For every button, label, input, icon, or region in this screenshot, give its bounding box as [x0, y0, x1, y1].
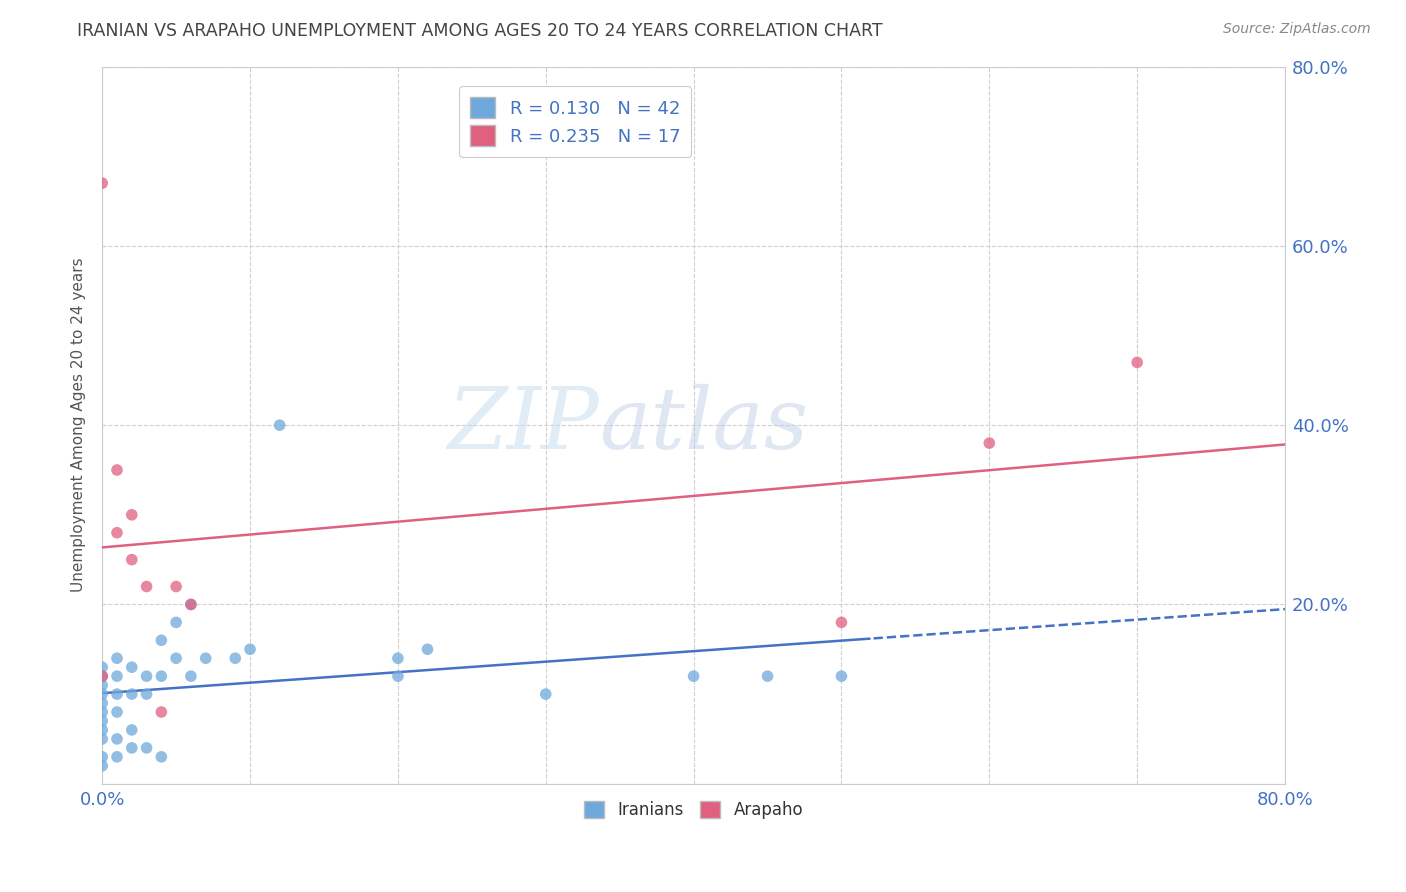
- Point: [121, 552, 143, 566]
- Point: [165, 651, 187, 665]
- Point: [121, 508, 143, 522]
- Point: [105, 687, 128, 701]
- Point: [239, 642, 262, 657]
- Point: [105, 749, 128, 764]
- Point: [150, 749, 173, 764]
- Point: [165, 580, 187, 594]
- Point: [387, 669, 409, 683]
- Point: [387, 651, 409, 665]
- Y-axis label: Unemployment Among Ages 20 to 24 years: Unemployment Among Ages 20 to 24 years: [72, 258, 86, 592]
- Point: [91, 669, 114, 683]
- Point: [91, 176, 114, 190]
- Point: [135, 669, 157, 683]
- Point: [165, 615, 187, 630]
- Point: [979, 436, 1001, 450]
- Point: [105, 463, 128, 477]
- Point: [105, 731, 128, 746]
- Text: IRANIAN VS ARAPAHO UNEMPLOYMENT AMONG AGES 20 TO 24 YEARS CORRELATION CHART: IRANIAN VS ARAPAHO UNEMPLOYMENT AMONG AG…: [77, 22, 883, 40]
- Point: [105, 525, 128, 540]
- Point: [830, 669, 852, 683]
- Point: [180, 598, 202, 612]
- Point: [121, 740, 143, 755]
- Point: [150, 669, 173, 683]
- Point: [121, 723, 143, 737]
- Point: [91, 705, 114, 719]
- Point: [91, 731, 114, 746]
- Point: [194, 651, 217, 665]
- Point: [121, 687, 143, 701]
- Point: [91, 759, 114, 773]
- Point: [682, 669, 704, 683]
- Point: [91, 669, 114, 683]
- Point: [756, 669, 779, 683]
- Point: [269, 418, 291, 433]
- Point: [416, 642, 439, 657]
- Text: Source: ZipAtlas.com: Source: ZipAtlas.com: [1223, 22, 1371, 37]
- Point: [180, 669, 202, 683]
- Point: [830, 615, 852, 630]
- Point: [150, 633, 173, 648]
- Point: [105, 669, 128, 683]
- Text: atlas: atlas: [599, 384, 808, 467]
- Point: [135, 740, 157, 755]
- Point: [105, 651, 128, 665]
- Point: [91, 714, 114, 728]
- Point: [180, 598, 202, 612]
- Point: [121, 660, 143, 674]
- Point: [135, 687, 157, 701]
- Point: [224, 651, 246, 665]
- Point: [91, 723, 114, 737]
- Text: ZIP: ZIP: [447, 384, 599, 467]
- Point: [105, 705, 128, 719]
- Point: [91, 687, 114, 701]
- Legend: Iranians, Arapaho: Iranians, Arapaho: [578, 794, 810, 826]
- Point: [91, 749, 114, 764]
- Point: [91, 660, 114, 674]
- Point: [135, 580, 157, 594]
- Point: [91, 678, 114, 692]
- Point: [1126, 355, 1149, 369]
- Point: [91, 696, 114, 710]
- Point: [150, 705, 173, 719]
- Point: [534, 687, 557, 701]
